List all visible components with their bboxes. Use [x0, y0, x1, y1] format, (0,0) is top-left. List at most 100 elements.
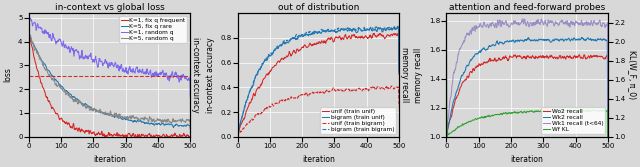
K=5, fix q rare: [131, 120, 139, 122]
K=5, random q: [186, 125, 194, 127]
bigram (train bigram): [340, 28, 348, 30]
bigram (train bigram): [234, 134, 241, 136]
Title: attention and feed-forward probes: attention and feed-forward probes: [449, 4, 605, 13]
K=1, fix q frequent: [25, 66, 33, 68]
Wk1 recall (t<64): [549, 21, 557, 23]
Title: in-context vs global loss: in-context vs global loss: [54, 4, 164, 13]
K=1, random q: [72, 49, 80, 51]
unif (train bigram): [340, 90, 348, 92]
Title: out of distribution: out of distribution: [278, 4, 359, 13]
K=1, fix q frequent: [103, 136, 111, 138]
K=1, fix q frequent: [72, 128, 80, 130]
Wk1 recall (t<64): [604, 108, 612, 110]
bigram (train bigram): [396, 71, 403, 73]
Wf KL: [576, 110, 584, 112]
X-axis label: iteration: iteration: [302, 154, 335, 163]
K=1, random q: [131, 72, 139, 74]
K=5, random q: [159, 119, 166, 121]
Wk1 recall (t<64): [483, 26, 490, 28]
Wf KL: [501, 112, 509, 114]
K=5, fix q rare: [159, 122, 166, 124]
X-axis label: iteration: iteration: [93, 154, 126, 163]
unif (train unif): [396, 73, 403, 75]
Line: bigram (train unif): bigram (train unif): [237, 27, 399, 134]
bigram (train bigram): [274, 45, 282, 47]
K=5, random q: [72, 101, 80, 103]
Wf KL: [548, 111, 556, 113]
K=5, random q: [25, 32, 33, 34]
Wk2 recall: [576, 39, 584, 41]
Wk1 recall (t<64): [577, 23, 584, 25]
unif (train bigram): [274, 102, 282, 104]
bigram (train unif): [338, 28, 346, 30]
K=1, random q: [186, 96, 194, 98]
bigram (train bigram): [394, 25, 401, 27]
X-axis label: iteration: iteration: [511, 154, 543, 163]
bigram (train bigram): [292, 33, 300, 35]
Wk2 recall: [577, 36, 585, 38]
unif (train unif): [340, 38, 348, 40]
bigram (train unif): [234, 133, 241, 135]
unif (train bigram): [367, 87, 375, 89]
unif (train unif): [274, 61, 282, 63]
bigram (train bigram): [367, 27, 375, 29]
K=1, fix q frequent: [132, 134, 140, 136]
Wk2 recall: [490, 44, 497, 46]
Line: Wk1 recall (t<64): Wk1 recall (t<64): [447, 19, 608, 167]
unif (train unif): [280, 56, 288, 58]
Y-axis label: memory recall: memory recall: [400, 47, 409, 103]
Line: Wk2 recall: Wk2 recall: [447, 37, 608, 167]
bigram (train bigram): [338, 28, 346, 30]
Line: K=1, random q: K=1, random q: [29, 18, 190, 97]
Wo2 recall: [547, 56, 555, 58]
K=1, fix q frequent: [159, 133, 167, 135]
Line: K=5, random q: K=5, random q: [29, 33, 190, 126]
Wo2 recall: [604, 113, 612, 115]
bigram (train unif): [391, 26, 399, 28]
K=1, random q: [159, 69, 166, 71]
Wk2 recall: [548, 39, 556, 41]
Line: unif (train unif): unif (train unif): [237, 33, 399, 135]
K=1, fix q frequent: [65, 122, 73, 124]
K=5, fix q rare: [186, 128, 194, 130]
K=1, fix q frequent: [84, 130, 92, 132]
K=5, fix q rare: [65, 92, 73, 94]
K=5, fix q rare: [26, 36, 33, 38]
K=5, random q: [84, 106, 92, 108]
unif (train bigram): [234, 135, 241, 137]
Wk1 recall (t<64): [501, 21, 509, 23]
K=1, fix q frequent: [25, 31, 33, 33]
Wo2 recall: [577, 57, 584, 59]
Wo2 recall: [511, 54, 519, 56]
Wk1 recall (t<64): [519, 18, 527, 20]
K=5, fix q rare: [129, 121, 137, 123]
unif (train bigram): [292, 98, 300, 100]
Wk2 recall: [483, 48, 490, 50]
Y-axis label: memory recall: memory recall: [414, 47, 424, 103]
K=5, random q: [129, 115, 137, 117]
Wf KL: [443, 20, 451, 22]
K=5, fix q rare: [84, 105, 92, 107]
Y-axis label: in-context accuracy: in-context accuracy: [205, 37, 214, 113]
K=1, fix q frequent: [186, 135, 194, 137]
Wk2 recall: [501, 41, 509, 43]
unif (train bigram): [338, 89, 346, 91]
bigram (train unif): [274, 47, 282, 49]
Wo2 recall: [549, 56, 557, 58]
K=1, random q: [25, 56, 33, 58]
K=5, random q: [65, 93, 73, 95]
unif (train unif): [395, 32, 403, 34]
Line: unif (train bigram): unif (train bigram): [237, 86, 399, 136]
Wk1 recall (t<64): [490, 24, 497, 26]
unif (train unif): [234, 134, 241, 136]
Wo2 recall: [483, 61, 490, 63]
bigram (train unif): [292, 38, 300, 40]
unif (train bigram): [388, 85, 396, 87]
Line: Wo2 recall: Wo2 recall: [447, 55, 608, 167]
Legend: unif (train unif), bigram (train unif), unif (train bigram), bigram (train bigra: unif (train unif), bigram (train unif), …: [320, 107, 396, 134]
Wo2 recall: [501, 56, 509, 58]
K=1, random q: [26, 17, 33, 19]
bigram (train unif): [280, 42, 288, 44]
bigram (train bigram): [280, 40, 288, 42]
Wk2 recall: [547, 41, 554, 43]
